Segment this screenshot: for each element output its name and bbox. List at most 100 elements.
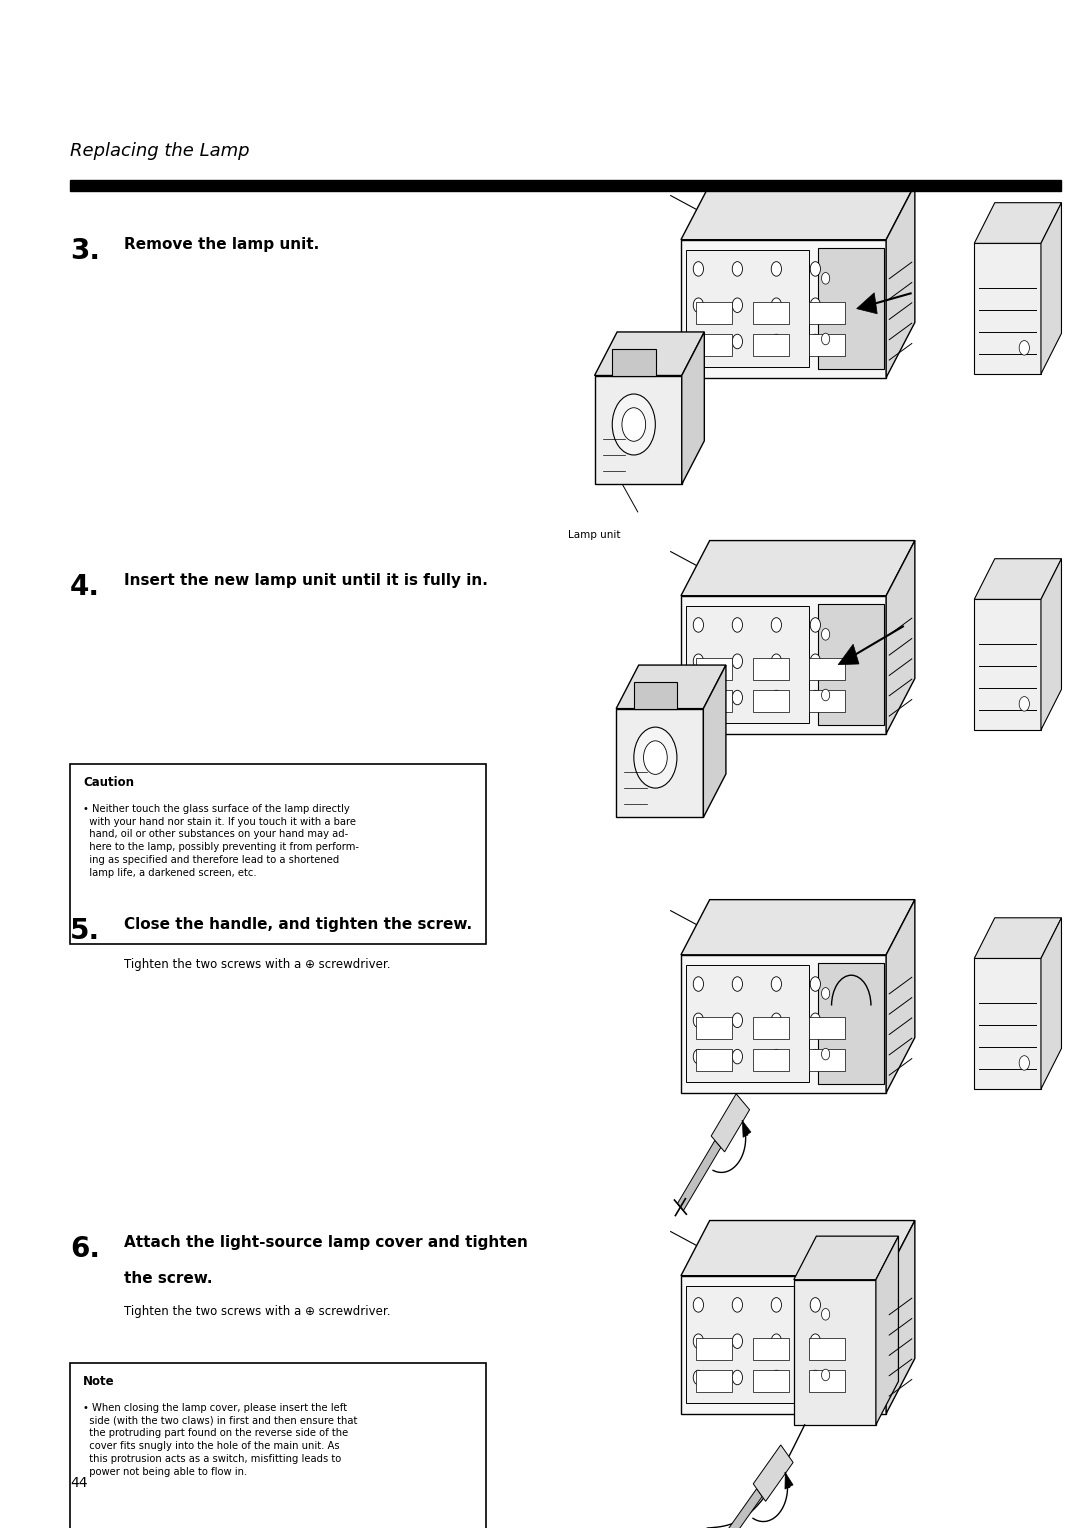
Bar [697, 1371, 732, 1392]
Polygon shape [616, 665, 726, 709]
Bar [594, 376, 681, 484]
Text: 5.: 5. [70, 917, 100, 944]
Circle shape [732, 1334, 743, 1348]
Polygon shape [876, 1236, 899, 1424]
Circle shape [732, 1371, 743, 1384]
Bar [686, 966, 809, 1082]
Bar [753, 1050, 788, 1071]
Circle shape [693, 261, 703, 277]
Circle shape [822, 1048, 829, 1060]
Circle shape [693, 1013, 703, 1027]
Polygon shape [886, 541, 915, 733]
Circle shape [732, 1297, 743, 1313]
Circle shape [771, 654, 782, 668]
Bar [634, 683, 677, 709]
Circle shape [771, 1013, 782, 1027]
Polygon shape [594, 332, 704, 376]
Circle shape [810, 976, 821, 992]
Circle shape [771, 1334, 782, 1348]
Circle shape [1020, 1056, 1029, 1070]
Polygon shape [681, 332, 704, 484]
Bar [616, 709, 703, 817]
Bar [697, 335, 732, 356]
Bar [680, 1276, 886, 1413]
Circle shape [771, 335, 782, 348]
Polygon shape [886, 185, 915, 377]
Circle shape [810, 654, 821, 668]
Bar [809, 1050, 845, 1071]
Circle shape [732, 298, 743, 312]
Circle shape [732, 617, 743, 633]
Circle shape [1020, 341, 1029, 354]
Bar [70, 180, 1061, 191]
Circle shape [693, 617, 703, 633]
Circle shape [732, 1050, 743, 1063]
Bar [753, 1339, 788, 1360]
Circle shape [732, 654, 743, 668]
Text: Tighten the two screws with a ⊕ screwdriver.: Tighten the two screws with a ⊕ screwdri… [124, 1305, 391, 1319]
Circle shape [732, 261, 743, 277]
Circle shape [822, 272, 829, 284]
Polygon shape [712, 1094, 750, 1152]
Text: Remove the lamp unit.: Remove the lamp unit. [124, 237, 320, 252]
Text: Tighten the two screws with a ⊕ screwdriver.: Tighten the two screws with a ⊕ screwdri… [124, 958, 391, 972]
Polygon shape [742, 1122, 751, 1137]
Bar [809, 303, 845, 324]
Text: • Neither touch the glass surface of the lamp directly
  with your hand nor stai: • Neither touch the glass surface of the… [83, 804, 360, 877]
Circle shape [810, 1013, 821, 1027]
Circle shape [771, 1371, 782, 1384]
Circle shape [771, 1297, 782, 1313]
Polygon shape [785, 1473, 793, 1490]
Circle shape [822, 333, 829, 345]
Bar [809, 1339, 845, 1360]
Bar [974, 958, 1041, 1089]
Circle shape [693, 1371, 703, 1384]
Text: Note: Note [83, 1375, 114, 1389]
Circle shape [732, 976, 743, 992]
Bar [612, 350, 656, 376]
Circle shape [771, 617, 782, 633]
Circle shape [810, 691, 821, 704]
Text: Close the handle, and tighten the screw.: Close the handle, and tighten the screw. [124, 917, 472, 932]
Bar [697, 691, 732, 712]
Bar [809, 335, 845, 356]
Bar [70, 764, 486, 944]
Circle shape [693, 298, 703, 312]
Text: Attach the light-source lamp cover and tighten: Attach the light-source lamp cover and t… [124, 1235, 528, 1250]
Bar [809, 659, 845, 680]
Circle shape [644, 741, 667, 775]
Circle shape [622, 408, 646, 442]
Bar [686, 251, 809, 367]
Circle shape [732, 1013, 743, 1027]
Polygon shape [680, 185, 915, 240]
Bar [697, 303, 732, 324]
Bar [809, 691, 845, 712]
Circle shape [822, 1369, 829, 1381]
Polygon shape [677, 1140, 720, 1210]
Bar [697, 1339, 732, 1360]
Circle shape [822, 628, 829, 640]
Polygon shape [886, 900, 915, 1093]
Bar [974, 599, 1041, 730]
Text: 6.: 6. [70, 1235, 100, 1262]
Circle shape [771, 976, 782, 992]
Bar [753, 1018, 788, 1039]
Circle shape [634, 727, 677, 788]
Circle shape [693, 1297, 703, 1313]
Circle shape [810, 261, 821, 277]
Bar [697, 1050, 732, 1071]
Circle shape [810, 1297, 821, 1313]
Circle shape [810, 617, 821, 633]
Polygon shape [886, 1221, 915, 1413]
Polygon shape [838, 645, 859, 665]
Polygon shape [715, 1488, 762, 1528]
Bar [70, 1363, 486, 1528]
Circle shape [693, 335, 703, 348]
Polygon shape [753, 1445, 793, 1502]
Bar [697, 659, 732, 680]
Circle shape [693, 1050, 703, 1063]
Bar [753, 659, 788, 680]
Bar [819, 963, 885, 1085]
Polygon shape [703, 665, 726, 817]
Text: 4.: 4. [70, 573, 100, 601]
